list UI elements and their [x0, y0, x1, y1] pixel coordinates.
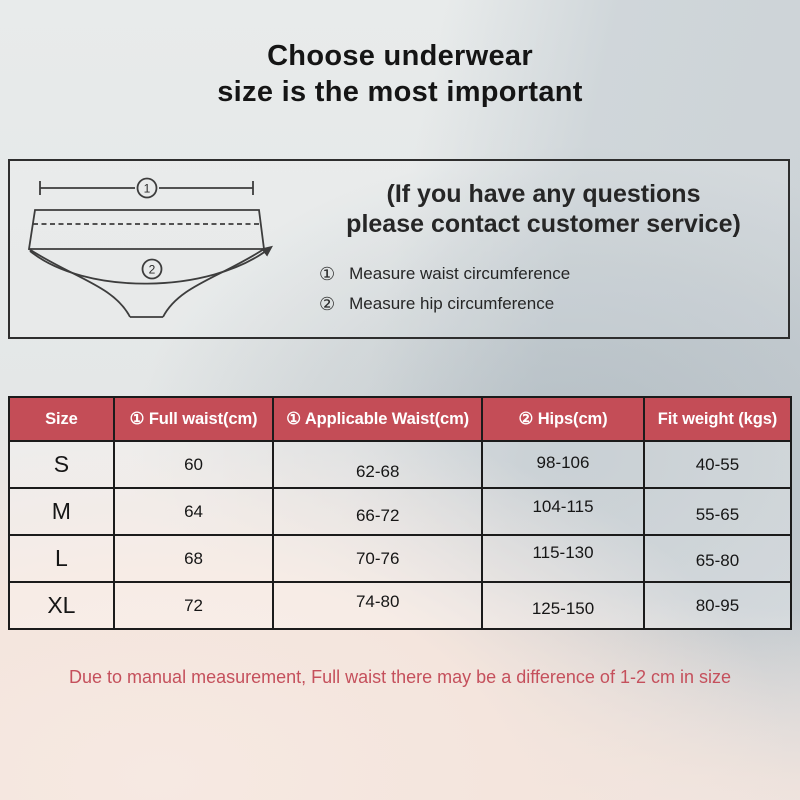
measure-steps: ① Measure waist circumference ② Measure … — [319, 260, 782, 318]
col-header-hips: ② Hips(cm) — [481, 396, 645, 442]
hip-tape-arrow: 2 — [29, 245, 273, 285]
hips-cell: 98-106 — [481, 440, 645, 489]
measure-step-waist: ① Measure waist circumference — [319, 260, 782, 288]
fit-weight-cell: 40-55 — [642, 440, 793, 489]
hips-cell: 104-115 — [481, 487, 645, 536]
waist-marker-badge: 1 — [144, 182, 151, 196]
full-waist-cell: 64 — [112, 487, 275, 536]
underwear-body-outline — [28, 248, 265, 318]
panel-text: (If you have any questions please contac… — [305, 179, 782, 320]
hips-cell: 125-150 — [481, 581, 645, 630]
applicable-waist-cell: 74-80 — [272, 581, 484, 630]
size-cell: S — [8, 440, 115, 489]
hips-cell: 115-130 — [481, 534, 645, 583]
applicable-waist-cell: 62-68 — [272, 440, 484, 489]
applicable-waist-cell: 70-76 — [272, 534, 484, 583]
fit-weight-cell: 55-65 — [642, 487, 793, 536]
table-header-row: Size ① Full waist(cm) ① Applicable Waist… — [8, 396, 793, 442]
size-cell: L — [8, 534, 115, 583]
col-header-applicable-waist: ① Applicable Waist(cm) — [272, 396, 484, 442]
page-title-line2: size is the most important — [217, 76, 583, 108]
step-1-label: Measure waist circumference — [349, 264, 571, 283]
full-waist-cell: 60 — [112, 440, 275, 489]
step-2-label: Measure hip circumference — [349, 294, 555, 313]
hip-marker-badge: 2 — [149, 263, 156, 277]
step-1-badge: ① — [319, 264, 336, 284]
measure-step-hip: ② Measure hip circumference — [319, 290, 782, 318]
col-header-full-waist: ① Full waist(cm) — [112, 396, 275, 442]
measurement-disclaimer: Due to manual measurement, Full waist th… — [69, 667, 731, 687]
full-waist-cell: 68 — [112, 534, 275, 583]
table-row-s: S 60 62-68 98-106 40-55 — [8, 440, 793, 489]
fit-weight-cell: 65-80 — [642, 534, 793, 583]
table-row-m: M 64 66-72 104-115 55-65 — [8, 487, 793, 536]
size-cell: M — [8, 487, 115, 536]
col-header-size: Size — [8, 396, 115, 442]
page-title: Choose underwear size is the most import… — [0, 38, 800, 110]
table-row-xl: XL 72 74-80 125-150 80-95 — [8, 581, 793, 630]
step-2-badge: ② — [319, 294, 336, 314]
col-header-fit-weight: Fit weight (kgs) — [642, 396, 793, 442]
waistband-outline — [27, 209, 266, 250]
measure-guide-panel: 1 2 (If you have any questions — [8, 159, 790, 339]
contact-note: (If you have any questions please contac… — [305, 179, 782, 239]
size-chart-table: Size ① Full waist(cm) ① Applicable Waist… — [8, 396, 793, 630]
size-cell: XL — [8, 581, 115, 630]
page-title-line1: Choose underwear — [267, 40, 533, 72]
full-waist-cell: 72 — [112, 581, 275, 630]
contact-note-line2: please contact customer service) — [346, 210, 741, 238]
waist-dimension-line: 1 — [39, 177, 254, 199]
table-row-l: L 68 70-76 115-130 65-80 — [8, 534, 793, 583]
applicable-waist-cell: 66-72 — [272, 487, 484, 536]
contact-note-line1: (If you have any questions — [386, 180, 701, 208]
underwear-measure-diagram: 1 2 — [27, 177, 273, 318]
fit-weight-cell: 80-95 — [642, 581, 793, 630]
